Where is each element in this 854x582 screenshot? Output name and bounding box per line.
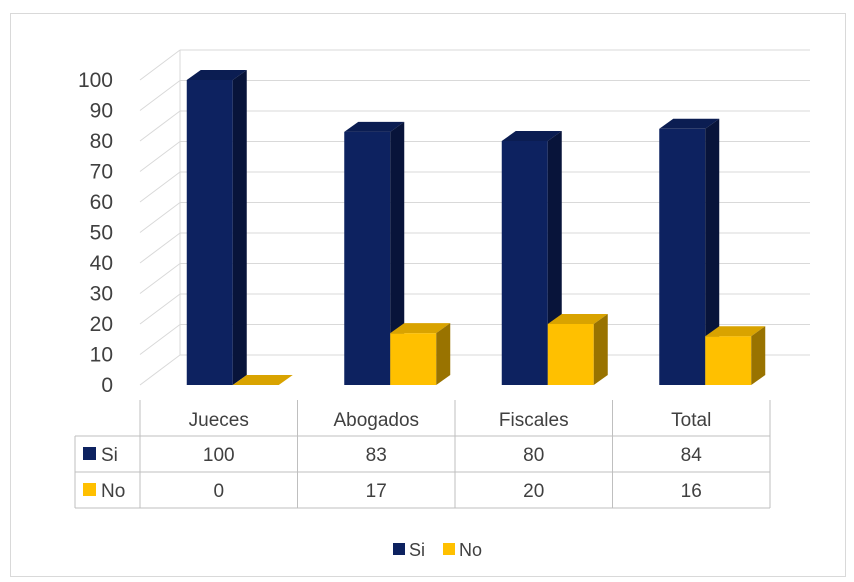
- y-tick-label: 100: [78, 69, 113, 92]
- y-tick-label: 10: [90, 344, 113, 367]
- bar-side-face: [751, 326, 766, 385]
- bar-si: [659, 118, 720, 386]
- x-category-label: Jueces: [189, 410, 249, 431]
- bar-top-face: [659, 118, 720, 129]
- gridline-diagonal: [139, 293, 181, 325]
- gridline-diagonal: [139, 232, 181, 264]
- gridline-diagonal: [139, 49, 181, 81]
- bar-front-face: [390, 333, 437, 385]
- y-tick-label: 40: [90, 252, 113, 275]
- bar-no: [547, 314, 608, 385]
- bar-front-face: [547, 324, 594, 385]
- bar-side-face: [390, 121, 405, 385]
- table-cell-value: 80: [523, 445, 544, 466]
- y-tick-label: 20: [90, 313, 113, 336]
- table-series-name: Si: [101, 445, 118, 466]
- y-tick-label: 60: [90, 191, 113, 214]
- y-tick-label: 70: [90, 161, 113, 184]
- table-cell-value: 16: [681, 481, 702, 502]
- bar-top-face: [186, 70, 247, 80]
- bar-no: [705, 326, 766, 385]
- bar-front-face: [659, 128, 706, 386]
- bar-top-face: [705, 326, 766, 337]
- table-cell-value: 100: [203, 445, 235, 466]
- y-tick-label: 90: [90, 100, 113, 123]
- bar-si: [344, 121, 405, 385]
- legend-label: No: [459, 540, 482, 560]
- table-cell-value: 17: [366, 481, 387, 502]
- bar-no: [232, 375, 293, 385]
- data-table: Jueces Abogados Fiscales Total Si 100 83 80 84 No…: [74, 400, 771, 509]
- x-category-label: Abogados: [333, 410, 419, 431]
- bar-side-face: [705, 118, 720, 386]
- gridline-diagonal: [139, 141, 181, 172]
- table-cell-value: 84: [681, 445, 703, 466]
- x-category-label: Fiscales: [499, 410, 569, 431]
- y-axis-labels: 0 10 20 30 40 50 60 70 80 90 100: [78, 69, 113, 397]
- legend-label: Si: [409, 540, 425, 560]
- bar-side-face: [232, 70, 247, 385]
- bar-front-face: [705, 336, 752, 385]
- table-cell-value: 0: [213, 481, 224, 502]
- gridline-diagonal: [139, 202, 181, 233]
- bar-top-face: [344, 121, 405, 132]
- table-legend-key: [83, 447, 96, 460]
- legend: Si No: [393, 540, 482, 560]
- gridline-diagonal: [139, 263, 181, 294]
- table-series-name: No: [101, 481, 125, 502]
- gridline-diagonal: [139, 171, 181, 203]
- bar-front-face: [344, 131, 391, 385]
- bar-front-face: [186, 80, 233, 385]
- gridline-diagonal: [139, 110, 181, 142]
- table-legend-key: [83, 483, 96, 496]
- bar-no: [390, 323, 451, 385]
- y-tick-label: 30: [90, 283, 113, 306]
- gridline-diagonal: [139, 354, 181, 386]
- bar-front-face: [501, 141, 548, 385]
- y-tick-label: 80: [90, 130, 113, 153]
- bar-top-face: [232, 375, 293, 385]
- bar-si: [186, 70, 247, 385]
- bar-side-face: [436, 323, 451, 385]
- bar-top-face: [547, 314, 608, 324]
- table-cell-value: 83: [366, 445, 387, 466]
- gridline-diagonal: [139, 324, 181, 355]
- bar-top-face: [390, 323, 451, 334]
- y-tick-label: 50: [90, 222, 113, 245]
- legend-key-no: [443, 543, 455, 555]
- table-cell-value: 20: [523, 481, 544, 502]
- bar-top-face: [501, 131, 562, 141]
- x-category-label: Total: [671, 410, 711, 431]
- legend-key-si: [393, 543, 405, 555]
- gridline-diagonal: [139, 80, 181, 111]
- bars: [186, 70, 766, 386]
- y-tick-label: 0: [101, 374, 113, 397]
- bar-side-face: [593, 314, 608, 385]
